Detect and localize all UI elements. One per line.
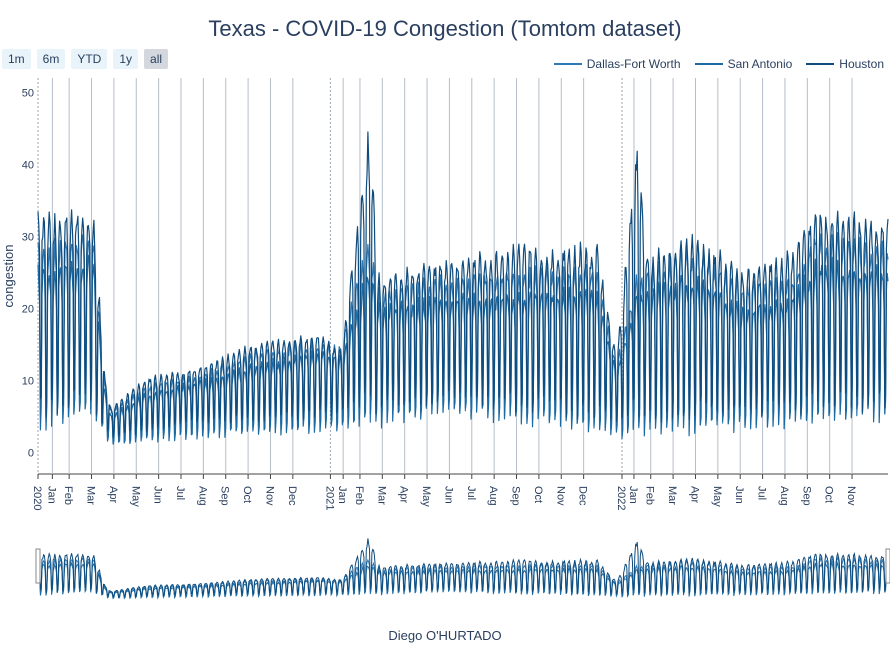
series-lines	[38, 132, 888, 444]
x-tick-label: Oct	[241, 486, 253, 503]
x-tick-label: Nov	[845, 486, 857, 506]
x-tick-label: Mar	[375, 486, 387, 505]
x-tick-label: Apr	[688, 486, 700, 503]
x-tick-label: May	[420, 486, 432, 507]
range-slider-left-handle[interactable]	[36, 549, 40, 583]
x-tick-label: Jan	[627, 486, 639, 504]
x-tick-label: Feb	[353, 486, 365, 505]
x-tick-label: 2020	[31, 486, 43, 510]
y-tick-label: 30	[22, 231, 34, 243]
x-tick-label: Jul	[465, 486, 477, 500]
x-tick-label: Mar	[85, 486, 97, 505]
grid-lines	[38, 78, 888, 474]
y-tick-label: 40	[22, 159, 34, 171]
x-tick-label: May	[711, 486, 723, 507]
range-slider-right-handle[interactable]	[886, 549, 890, 583]
y-axis-ticks: 0 10 20 30 40 50	[22, 87, 34, 459]
y-tick-label: 20	[22, 303, 34, 315]
x-tick-label: Feb	[644, 486, 656, 505]
x-tick-label: Aug	[778, 486, 790, 506]
y-tick-label: 0	[28, 447, 34, 459]
x-tick-label: Mar	[666, 486, 678, 505]
x-tick-label: Feb	[62, 486, 74, 505]
x-tick-label: Oct	[532, 486, 544, 503]
x-tick-label: Apr	[398, 486, 410, 503]
x-tick-label: Apr	[107, 486, 119, 503]
x-tick-label: 2021	[323, 486, 335, 510]
range-slider[interactable]	[36, 538, 890, 604]
x-tick-label: 2022	[615, 486, 627, 510]
x-tick-label: May	[129, 486, 141, 507]
y-axis-label: congestion	[1, 245, 16, 308]
x-tick-label: Dec	[286, 486, 298, 506]
x-tick-label: Jul	[174, 486, 186, 500]
y-tick-label: 50	[22, 87, 34, 99]
x-tick-label: Nov	[263, 486, 275, 506]
x-tick-label: Jan	[45, 486, 57, 504]
x-tick-label: Jul	[756, 486, 768, 500]
x-tick-label: Sep	[510, 486, 522, 506]
credit-text: Diego O'HURTADO	[0, 628, 890, 643]
y-tick-label: 10	[22, 375, 34, 387]
x-tick-label: Nov	[554, 486, 566, 506]
x-axis-ticks: 2020 Jan Feb Mar Apr May Jun Jul Aug Sep Oct Nov Dec…	[31, 474, 857, 510]
x-tick-label: Jun	[733, 486, 745, 504]
x-tick-label: Oct	[823, 486, 835, 503]
x-tick-label: Jun	[442, 486, 454, 504]
x-tick-label: Aug	[196, 486, 208, 506]
x-tick-label: Dec	[577, 486, 589, 506]
x-tick-label: Jan	[336, 486, 348, 504]
x-tick-label: Aug	[487, 486, 499, 506]
x-tick-label: Sep	[219, 486, 231, 506]
x-tick-label: Sep	[800, 486, 812, 506]
x-tick-label: Jun	[152, 486, 164, 504]
